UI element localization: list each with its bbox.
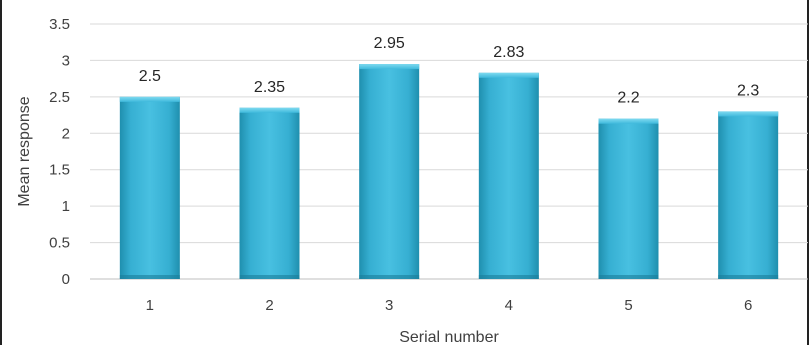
- bar-base: [718, 275, 779, 279]
- data-label: 2.35: [254, 79, 285, 96]
- data-labels: 2.5 2.35 2.95 2.83 2.2 2.3: [139, 35, 760, 107]
- bar-body: [239, 107, 300, 280]
- gridlines: [90, 23, 808, 280]
- x-tick-label: 3: [385, 297, 393, 314]
- y-tick-label: 2: [62, 125, 70, 142]
- x-axis-title: Serial number: [399, 329, 499, 345]
- bar-base: [478, 275, 539, 279]
- bar: [119, 96, 180, 279]
- bar-cap: [598, 118, 659, 124]
- bar-body: [718, 111, 779, 279]
- x-tick-label: 5: [624, 297, 632, 314]
- bar-cap: [239, 107, 300, 113]
- y-tick-label: 0.5: [49, 235, 70, 252]
- data-label: 2.2: [617, 90, 639, 107]
- bars: [119, 64, 779, 280]
- bar-base: [598, 275, 659, 279]
- x-tick-label: 4: [505, 297, 513, 314]
- bar-cap: [119, 96, 180, 102]
- y-tick-label: 0: [62, 271, 70, 288]
- bar: [359, 64, 420, 279]
- y-tick-label: 3: [62, 52, 70, 69]
- bar-body: [478, 72, 539, 279]
- bar-cap: [718, 111, 779, 117]
- bar-cap: [478, 72, 539, 78]
- bar-base: [119, 275, 180, 279]
- data-label: 2.83: [493, 44, 524, 61]
- y-axis-ticks: 0 0.5 1 1.5 2 2.5 3 3.5: [49, 16, 70, 288]
- bar-base: [239, 275, 300, 279]
- data-label: 2.3: [737, 82, 759, 99]
- y-axis-title: Mean response: [16, 96, 33, 206]
- x-tick-label: 6: [744, 297, 752, 314]
- bar: [718, 111, 779, 279]
- y-tick-label: 1: [62, 198, 70, 215]
- bar: [239, 107, 300, 280]
- bar-body: [119, 96, 180, 279]
- bar-cap: [359, 64, 420, 70]
- bar-body: [359, 64, 420, 279]
- x-tick-label: 2: [265, 297, 273, 314]
- bar: [478, 72, 539, 279]
- x-tick-label: 1: [146, 297, 154, 314]
- bar: [598, 118, 659, 279]
- data-label: 2.5: [139, 68, 161, 85]
- data-label: 2.95: [374, 35, 405, 52]
- x-axis-ticks: 1 2 3 4 5 6: [146, 297, 753, 314]
- y-tick-label: 2.5: [49, 89, 70, 106]
- y-tick-label: 1.5: [49, 162, 70, 179]
- bar-body: [598, 118, 659, 279]
- bar-base: [359, 275, 420, 279]
- y-tick-label: 3.5: [49, 16, 70, 33]
